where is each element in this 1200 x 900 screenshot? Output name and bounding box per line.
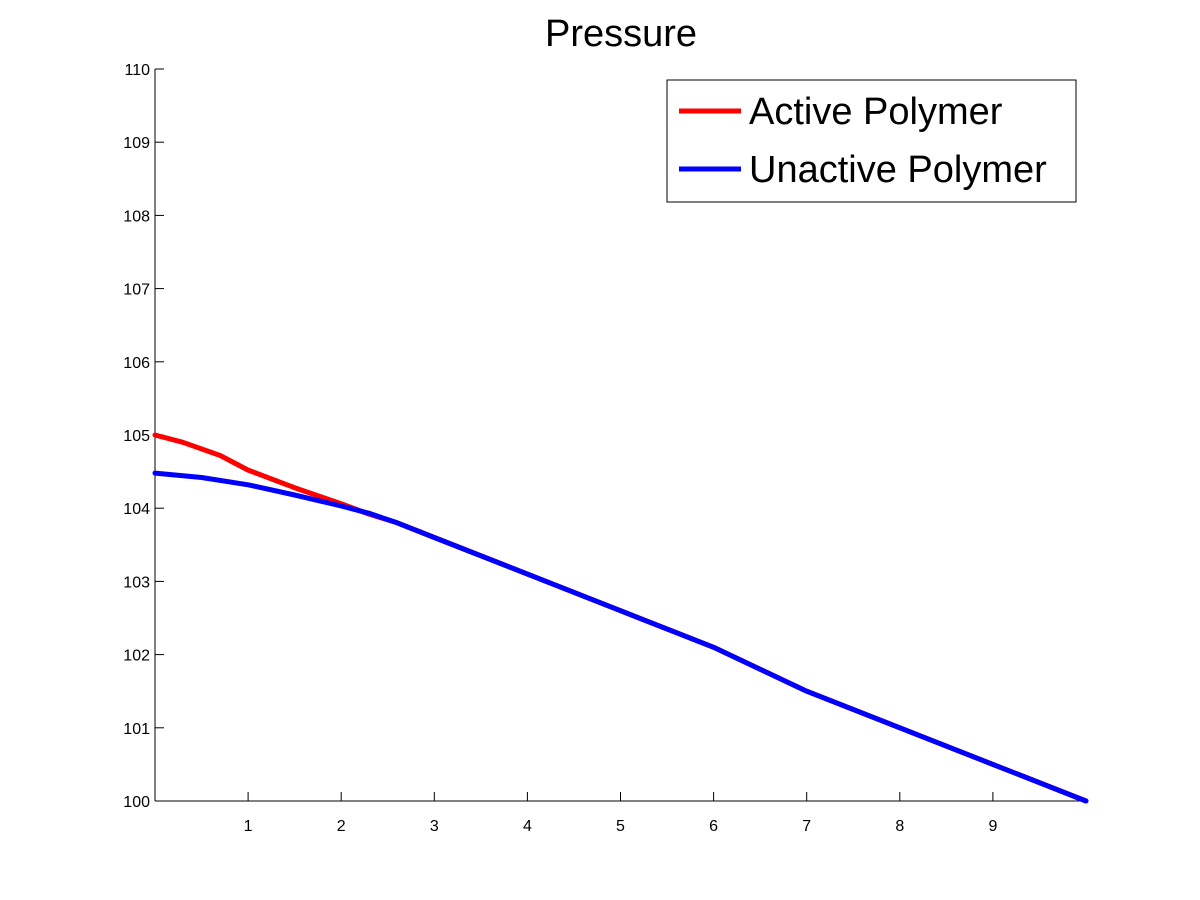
y-tick-label: 102 [123,648,150,665]
x-tick-label: 9 [988,818,997,835]
x-tick-label: 1 [244,818,253,835]
legend-label-1: Active Polymer [749,91,1003,133]
chart-title: Pressure [545,13,697,55]
legend-box [666,79,1077,203]
series-line-2 [152,470,1089,804]
y-tick-label: 104 [123,501,150,518]
y-tick-label: 101 [123,721,150,738]
y-tick-label: 109 [123,135,150,152]
x-tick-label: 4 [523,818,532,835]
legend-label-2: Unactive Polymer [749,149,1047,191]
x-tick-label: 3 [430,818,439,835]
x-tick-label: 8 [895,818,904,835]
y-tick-label: 107 [123,282,150,299]
y-tick-label: 110 [124,62,150,79]
x-tick-label: 5 [616,818,625,835]
x-tick-label: 6 [709,818,718,835]
y-tick-label: 100 [123,794,150,811]
y-tick-label: 106 [123,355,150,372]
x-tick-label: 7 [802,818,811,835]
y-tick-label: 108 [123,208,150,225]
x-tick-label: 2 [337,818,346,835]
y-tick-label: 105 [123,428,150,445]
plot-lines [152,432,1089,804]
y-tick-label: 103 [123,574,150,591]
axes: 100 101 102 103 104 105 106 107 108 109 110 1 2 3 4 5 6 7… [123,62,1086,835]
legend: Active Polymer Unactive Polymer [666,79,1077,203]
